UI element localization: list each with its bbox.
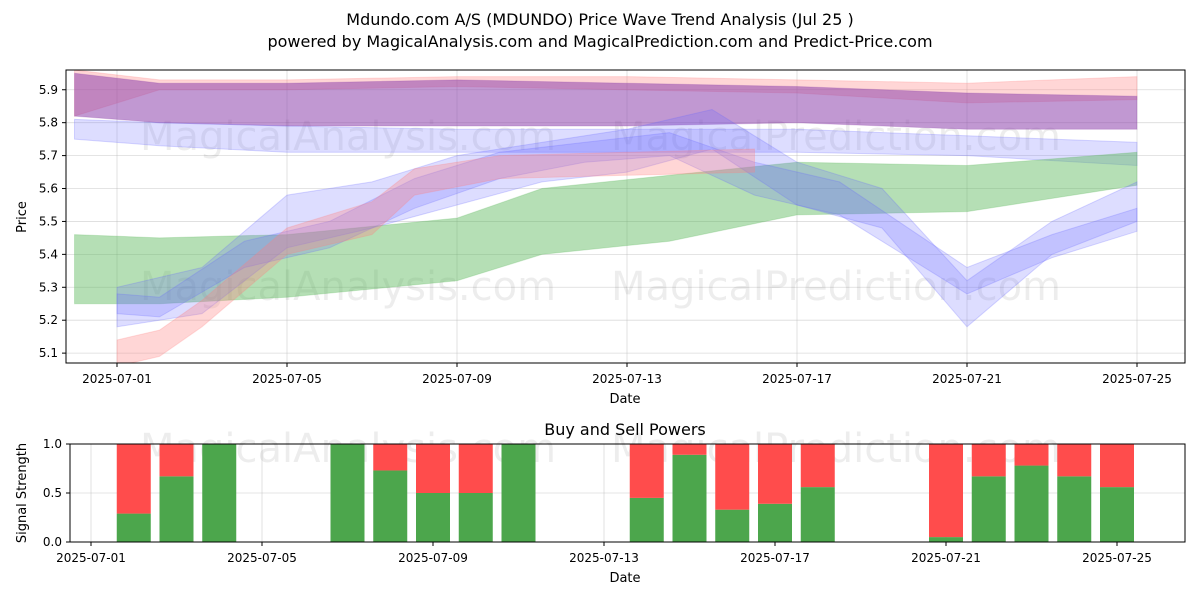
sell-bar xyxy=(800,444,835,488)
buy-bar xyxy=(202,444,237,542)
buy-bar xyxy=(1057,476,1092,542)
chart-subtitle: powered by MagicalAnalysis.com and Magic… xyxy=(267,32,932,51)
price-x-tick-label: 2025-07-05 xyxy=(252,372,322,386)
price-x-tick-label: 2025-07-09 xyxy=(422,372,492,386)
signal-x-label: Date xyxy=(609,571,640,586)
price-y-tick-label: 5.3 xyxy=(39,280,58,294)
price-x-label: Date xyxy=(609,392,640,407)
watermark-right: MagicalPrediction.com xyxy=(611,264,1061,310)
buy-bar xyxy=(159,476,194,542)
price-axes-frame xyxy=(65,69,1186,364)
signal-x-tick-label: 2025-07-13 xyxy=(569,551,639,565)
sell-bar xyxy=(672,444,707,455)
signal-bars xyxy=(116,444,1134,542)
watermark-left: MagicalAnalysis.com xyxy=(140,264,556,310)
buy-bar xyxy=(1014,465,1049,542)
sell-bar xyxy=(458,444,493,493)
buy-bar xyxy=(971,476,1006,542)
price-x-tick-label: 2025-07-13 xyxy=(592,372,662,386)
sell-bar xyxy=(1100,444,1134,488)
wave-band-blue xyxy=(116,108,1138,328)
sell-bar xyxy=(971,444,1006,477)
buy-bar xyxy=(672,454,707,542)
signal-ticks: 0.0 0.5 1.0 2025-07-01 2025-07-05 2025-07-09 2… xyxy=(43,437,1152,565)
price-x-tick-label: 2025-07-17 xyxy=(762,372,832,386)
signal-x-tick-label: 2025-07-17 xyxy=(740,551,810,565)
wave-band-blue xyxy=(74,118,1138,167)
price-bands xyxy=(74,70,1138,363)
sell-bar xyxy=(116,444,151,514)
sell-bar xyxy=(929,444,963,538)
price-ticks: 5.1 5.2 5.3 5.4 5.5 5.6 5.7 5.8 5.9 2025-07-01 202… xyxy=(39,83,1172,386)
price-y-tick-label: 5.1 xyxy=(39,346,58,360)
price-x-tick-label: 2025-07-01 xyxy=(82,372,152,386)
buy-bar xyxy=(458,493,493,542)
price-x-tick-label: 2025-07-25 xyxy=(1102,372,1172,386)
signal-x-tick-label: 2025-07-21 xyxy=(911,551,981,565)
price-y-tick-label: 5.7 xyxy=(39,149,58,163)
signal-x-tick-label: 2025-07-05 xyxy=(227,551,297,565)
chart-title: Mdundo.com A/S (MDUNDO) Price Wave Trend… xyxy=(346,10,853,29)
price-y-tick-label: 5.9 xyxy=(39,83,58,97)
wave-band-red xyxy=(116,148,755,363)
price-y-tick-label: 5.5 xyxy=(39,214,58,228)
price-y-tick-label: 5.8 xyxy=(39,116,58,130)
buy-bar xyxy=(501,444,536,542)
price-y-tick-label: 5.2 xyxy=(39,313,58,327)
buy-bar xyxy=(116,513,151,542)
signal-y-tick-label: 0.5 xyxy=(43,486,62,500)
sell-bar xyxy=(629,444,664,498)
wave-band-blue xyxy=(116,132,1138,318)
price-x-tick-label: 2025-07-21 xyxy=(932,372,1002,386)
sell-bar xyxy=(758,444,792,504)
sell-bar xyxy=(416,444,450,493)
price-y-label: Price xyxy=(15,201,30,233)
signal-y-tick-label: 0.0 xyxy=(43,535,62,549)
signal-y-label: Signal Strength xyxy=(15,443,30,543)
price-y-tick-label: 5.4 xyxy=(39,247,58,261)
signal-title: Buy and Sell Powers xyxy=(544,420,706,439)
buy-bar xyxy=(629,497,664,542)
sell-bar xyxy=(373,444,408,471)
sell-bar xyxy=(715,444,750,510)
signal-y-tick-label: 1.0 xyxy=(43,437,62,451)
sell-bar xyxy=(159,444,194,477)
buy-bar xyxy=(929,537,963,542)
wave-band-green xyxy=(74,151,1138,305)
sell-bar xyxy=(1014,444,1049,466)
price-y-tick-label: 5.6 xyxy=(39,182,58,196)
buy-bar xyxy=(373,470,408,542)
signal-x-tick-label: 2025-07-09 xyxy=(398,551,468,565)
signal-x-tick-label: 2025-07-01 xyxy=(56,551,126,565)
buy-bar xyxy=(416,493,450,542)
buy-bar xyxy=(1100,487,1134,542)
wave-band-purple xyxy=(74,72,1138,130)
buy-bar xyxy=(800,487,835,542)
buy-bar xyxy=(715,509,750,542)
sell-bar xyxy=(1057,444,1092,477)
buy-bar xyxy=(330,444,365,542)
buy-bar xyxy=(758,503,792,542)
signal-x-tick-label: 2025-07-25 xyxy=(1082,551,1152,565)
